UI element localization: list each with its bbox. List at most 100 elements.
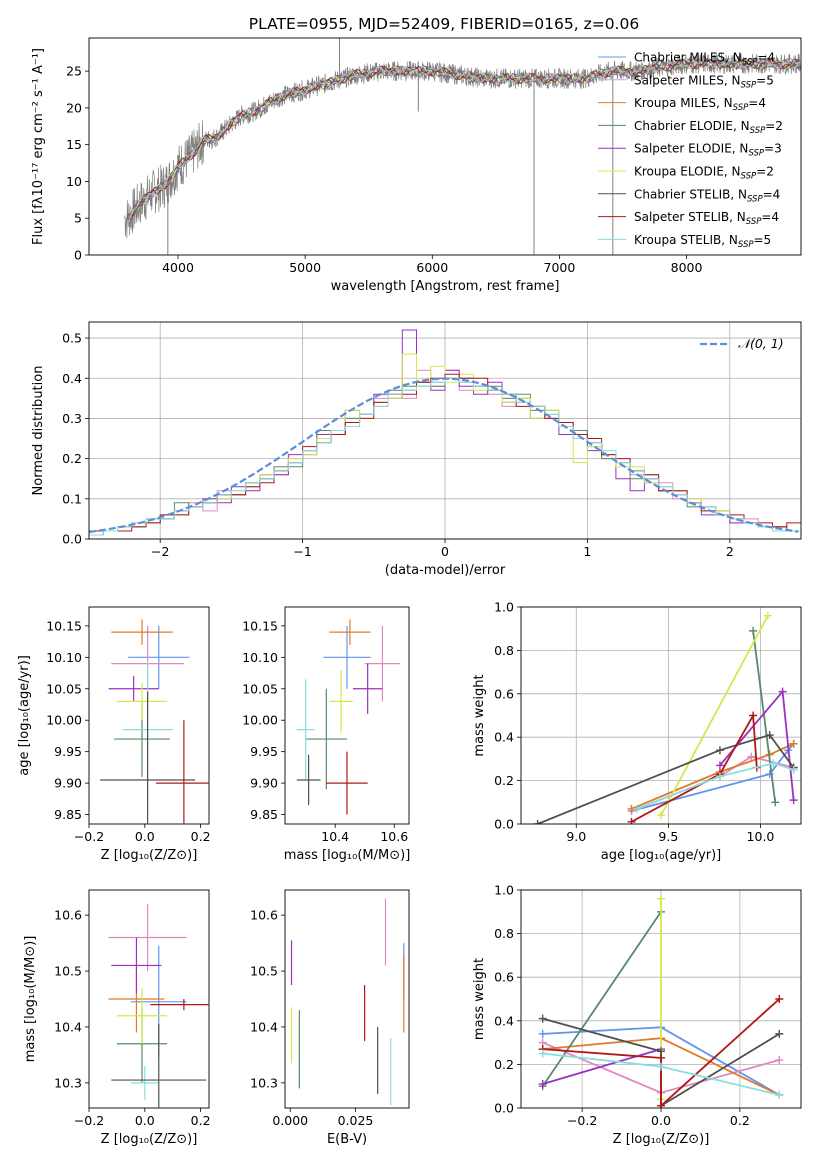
model-spectrum-line [126,58,800,220]
plus-marker [533,820,542,824]
legend-entry-label: 𝒩(0, 1) [738,336,784,351]
tick-label-y: 10.3 [250,1075,278,1090]
tick-label-x: 4000 [162,260,194,275]
mass-vs-ebv-panel: 0.000 0.025 10.3 10.4 10.5 10.6 E(B-V) [250,889,410,1147]
tick-label-y: 10.15 [242,618,278,633]
tick-label-y: 0.1 [62,491,82,506]
tick-label-y: 10.5 [250,964,278,979]
tick-label-y: 0.2 [62,451,82,466]
weight-series-line [541,911,662,1087]
plus-marker [775,1090,784,1099]
plus-marker [778,687,787,696]
y-axis-label: mass [log₁₀(M/M⊙)] [23,936,38,1063]
tick-label-y: 0.6 [494,686,514,701]
plus-marker [765,731,774,740]
axes-frame [284,889,410,1109]
residual-histogram-panel: −2 −1 0 1 2 0.0 0.1 0.2 0.3 0.4 0.5 (data-model)/er… [31,321,802,578]
tick-label-y: 9.90 [54,776,82,791]
plus-marker [775,995,784,1003]
legend-entry-label: Salpeter STELIB, NSSP=4 [634,210,779,227]
tick-label-x: 7000 [544,260,576,275]
x-axis-label: Z [log₁₀(Z/Z⊙)] [101,1132,198,1147]
tick-label-y: 0.4 [62,371,82,386]
plus-marker [749,711,758,720]
tick-label-y: 10.15 [46,618,82,633]
tick-label-y: 10.6 [250,908,278,923]
tick-label-y: 10 [66,174,82,189]
tick-label-y: 0.5 [62,331,82,346]
axes-frame [520,606,802,825]
tick-label-y: 9.85 [250,807,278,822]
tick-label-y: 10.05 [242,681,278,696]
plus-marker [775,1056,784,1065]
axes-frame [520,889,802,1109]
tick-label-x: 2 [726,544,734,559]
tick-label-y: 1.0 [494,883,514,898]
axes-frame [88,37,802,256]
plus-marker [538,1049,547,1058]
tick-label-y: 10.00 [242,713,278,728]
tick-label-x: 10.4 [321,829,349,844]
plus-marker [538,1014,547,1023]
age-vs-Z-panel: −0.2 0.0 0.2 9.85 9.90 9.95 10.00 10.05 10.10 10.… [17,606,211,863]
tick-label-y: 0.6 [494,970,514,985]
mass-weight-vs-age-panel: 9.0 9.5 10.0 0.0 0.2 0.4 0.6 0.8 1.0 age [log₁₀(a… [472,600,802,863]
mass-weight-vs-Z-panel: −0.2 0.0 0.2 0.0 0.2 0.4 0.6 0.8 1.0 Z [log₁₀(Z/Z… [472,883,802,1147]
tick-label-y: 10.6 [54,908,82,923]
tick-label-x: 8000 [671,260,703,275]
spectrum-legend: Chabrier MILES, NSSP=4 Salpeter MILES, NS… [598,51,783,250]
axes-frame [88,889,210,1109]
tick-label-y: 15 [66,137,82,152]
tick-label-y: 20 [66,100,82,115]
legend-entry-label: Chabrier STELIB, NSSP=4 [634,187,780,204]
tick-label-x: −0.2 [567,1113,597,1128]
x-axis-label: Z [log₁₀(Z/Z⊙)] [101,848,198,863]
tick-label-x: −2 [151,544,169,559]
figure-title: PLATE=0955, MJD=52409, FIBERID=0165, z=0… [249,15,639,33]
x-axis-label: (data-model)/error [385,563,506,578]
tick-label-y: 0.8 [494,926,514,941]
x-axis-label: age [log₁₀(age/yr)] [601,848,722,863]
mass-vs-Z-panel: −0.2 0.0 0.2 10.3 10.4 10.5 10.6 Z [log₁₀(Z/Z⊙)… [23,889,211,1147]
tick-label-y: 0 [74,248,82,263]
plus-marker [715,772,724,781]
errorbar-points [290,898,405,1106]
plus-marker [715,746,724,755]
tick-label-x: 0.0 [135,829,155,844]
legend-entry-label: Salpeter MILES, NSSP=5 [634,73,774,90]
legend-entry-label: Kroupa STELIB, NSSP=5 [634,233,771,250]
tick-label-y: 10.3 [54,1075,82,1090]
tick-label-x: 0.025 [338,1113,374,1128]
plus-marker [763,611,772,620]
plus-marker [538,1080,547,1089]
weight-series-line [631,742,794,810]
legend-entry-label: Salpeter ELODIE, NSSP=3 [634,142,782,159]
tick-label-y: 25 [66,64,82,79]
histogram-series [89,329,801,539]
y-axis-label: mass weight [472,958,487,1040]
tick-label-y: 10.10 [242,650,278,665]
axes-frame [284,606,410,825]
plus-marker [657,1062,665,1071]
tick-label-x: −0.2 [74,1113,104,1128]
tick-label-y: 10.10 [46,650,82,665]
tick-label-x: 5000 [289,260,321,275]
axes-frame [88,321,802,540]
tick-label-y: 10.00 [46,713,82,728]
tick-label-x: 0.2 [730,1113,750,1128]
y-axis-label: age [log₁₀(age/yr)] [17,655,32,776]
weight-series-line [636,762,794,810]
legend-entry-label: Chabrier ELODIE, NSSP=2 [634,119,783,136]
plus-marker [789,765,798,774]
plus-marker [769,759,778,768]
tick-label-x: 9.0 [566,829,586,844]
plus-marker [775,1029,784,1038]
plus-marker [657,894,665,903]
weight-series [538,894,784,1108]
plus-marker [715,761,724,770]
tick-label-y: 9.85 [54,807,82,822]
tick-label-y: 0.4 [494,1013,514,1028]
tick-label-x: 1 [583,544,591,559]
normal-curve-line [89,377,799,534]
